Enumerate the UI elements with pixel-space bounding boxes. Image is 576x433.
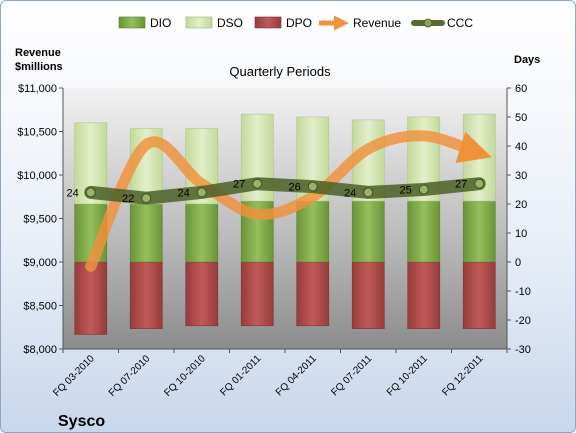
x-tick-label: FQ 10-2011 [385,353,430,398]
right-tick-label: 40 [515,141,527,153]
ccc-point [474,178,485,189]
ccc-point [196,187,207,198]
legend-item-dio: DIO [118,16,171,30]
left-tick-label: $11,000 [18,83,57,95]
right-tick-label: -30 [515,344,531,356]
right-tick-label: 20 [515,199,527,211]
bar-dio [462,200,496,263]
ccc-data-label: 26 [289,182,301,194]
left-tick-label: $9,000 [23,257,57,269]
legend-label-ccc: CCC [447,16,473,30]
right-tick-label: 30 [515,170,527,182]
left-tick-label: $8,500 [23,301,57,313]
chart-title: Quarterly Periods [229,64,331,79]
legend-marker-ccc [423,18,433,28]
company-name: Sysco [58,413,105,430]
legend-item-ccc: CCC [411,16,473,30]
x-tick-label: FQ 10-2010 [162,353,208,399]
right-axis-title: Days [514,54,540,66]
left-tick-label: $9,500 [23,214,57,226]
legend-swatch-dso [185,16,213,29]
ccc-data-label: 24 [344,187,356,199]
right-tick-label: -20 [515,315,531,327]
bar-dpo [462,261,496,329]
ccc-data-label: 27 [455,179,467,191]
bar-dio [351,200,385,263]
bar-dio [129,203,163,263]
ccc-data-label: 24 [67,187,79,199]
legend-label-revenue: Revenue [353,16,401,30]
left-tick-label: $10,000 [17,170,57,182]
ccc-data-label: 27 [233,179,245,191]
legend-label-dso: DSO [217,16,243,30]
left-tick-label: $10,500 [17,127,57,139]
ccc-point [307,181,318,192]
ccc-point [141,193,152,204]
ccc-line [84,177,486,205]
left-axis-title-line1: Revenue [15,47,61,59]
x-tick-label: FQ 04-2011 [274,353,319,398]
bar-dpo [129,261,163,329]
bar-dpo [74,261,108,335]
ccc-point [85,187,96,198]
right-tick-label: 0 [515,257,521,269]
legend-label-dio: DIO [150,16,171,30]
legend-swatch-dio [118,16,146,29]
legend-item-dpo: DPO [254,16,312,30]
ccc-data-label: 24 [178,187,190,199]
ccc-data-label: 25 [400,185,412,197]
bar-dio [296,200,330,263]
x-tick-label: FQ 12-2011 [440,353,485,398]
ccc-point [252,178,263,189]
ccc-point [418,184,429,195]
legend: DIO DSO DPO Revenue CCC [118,15,473,31]
x-tick-label: FQ 07-2011 [329,353,374,398]
ccc-point [363,187,374,198]
left-axis-title-line2: $millions [15,61,63,73]
plot-area [63,88,507,349]
bar-dpo [351,261,385,329]
legend-item-dso: DSO [185,16,243,30]
bar-dpo [296,261,330,327]
left-tick-label: $8,000 [23,344,57,356]
legend-item-revenue: Revenue [319,15,401,31]
ccc-data-label: 22 [122,193,134,205]
legend-swatch-dpo [254,16,282,29]
right-tick-label: -10 [515,286,531,298]
legend-label-dpo: DPO [286,16,312,30]
revenue-line [85,130,492,272]
bar-dpo [407,261,441,329]
x-tick-label: FQ 01-2011 [218,353,263,398]
bar-dio [185,203,219,263]
revenue-layer [85,130,492,272]
bar-dpo [185,261,219,327]
right-tick-label: 50 [515,112,527,124]
x-tick-label: FQ 03-2010 [51,353,97,399]
x-tick-label: FQ 07-2010 [107,353,153,399]
bar-dpo [240,261,274,327]
ccc-layer: 24 22 24 27 26 24 25 27 [67,177,486,205]
right-tick-label: 10 [515,228,527,240]
bar-dio [407,200,441,263]
right-tick-label: 60 [515,83,527,95]
